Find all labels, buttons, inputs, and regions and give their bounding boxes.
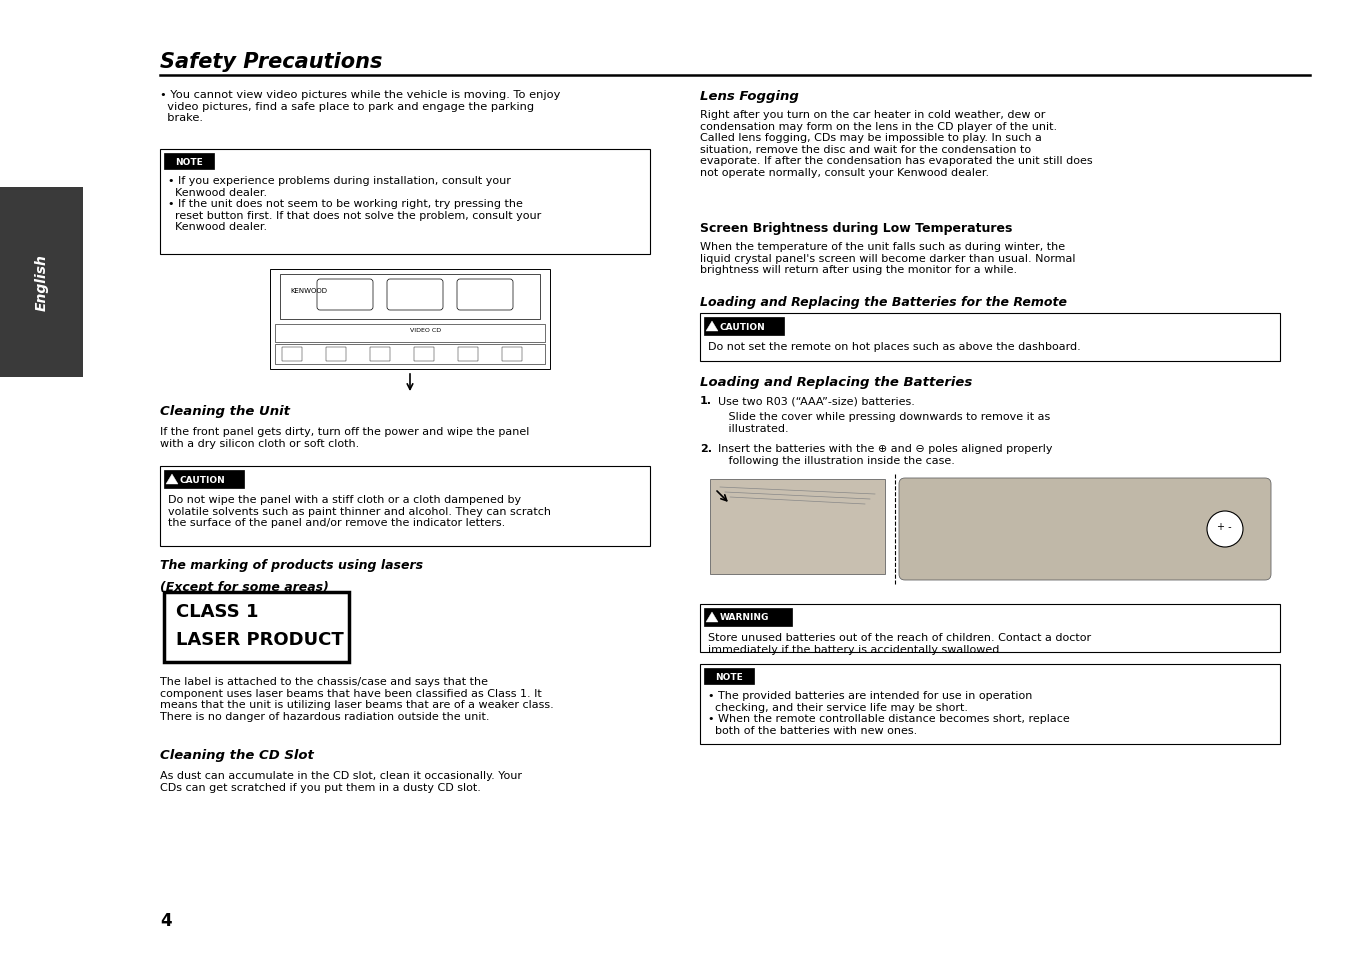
Bar [280,274,540,319]
Text: + -: + - [1217,521,1232,532]
Bar [700,314,1279,361]
Text: • If you experience problems during installation, consult your
  Kenwood dealer.: • If you experience problems during inst… [168,175,542,233]
Polygon shape [707,613,717,622]
Polygon shape [707,322,717,332]
Text: NOTE: NOTE [715,672,743,680]
Text: The marking of products using lasers: The marking of products using lasers [159,558,423,572]
Bar [276,345,544,365]
Bar [704,608,792,626]
Polygon shape [166,475,178,484]
Text: Insert the batteries with the ⊕ and ⊖ poles aligned properly
   following the il: Insert the batteries with the ⊕ and ⊖ po… [717,443,1052,465]
Text: Store unused batteries out of the reach of children. Contact a doctor
immediatel: Store unused batteries out of the reach … [708,633,1092,654]
FancyBboxPatch shape [386,280,443,311]
Text: CLASS 1: CLASS 1 [176,602,258,620]
Text: KENWOOD: KENWOOD [290,288,327,294]
Bar [370,348,390,361]
Bar [270,270,550,370]
Bar [0,188,82,377]
Text: The label is attached to the chassis/case and says that the
component uses laser: The label is attached to the chassis/cas… [159,677,554,721]
Text: CAUTION: CAUTION [720,322,766,331]
Text: Cleaning the CD Slot: Cleaning the CD Slot [159,748,313,761]
Bar [163,153,213,170]
Text: NOTE: NOTE [176,157,203,167]
Text: Cleaning the Unit: Cleaning the Unit [159,405,290,417]
Text: • The provided batteries are intended for use in operation
  checking, and their: • The provided batteries are intended fo… [708,690,1070,735]
Bar [704,668,754,684]
Text: LASER PRODUCT: LASER PRODUCT [176,630,343,648]
Bar [700,604,1279,652]
Text: 1.: 1. [700,395,712,406]
Text: (Except for some areas): (Except for some areas) [159,580,328,594]
Text: English: English [35,254,49,311]
FancyBboxPatch shape [898,478,1271,580]
Text: CAUTION: CAUTION [180,475,226,484]
Bar [704,317,784,335]
Text: 4: 4 [159,911,172,929]
Circle shape [1206,512,1243,547]
Text: Right after you turn on the car heater in cold weather, dew or
condensation may : Right after you turn on the car heater i… [700,110,1093,178]
Bar [163,471,245,489]
Bar [711,479,885,575]
Text: Do not wipe the panel with a stiff cloth or a cloth dampened by
volatile solvent: Do not wipe the panel with a stiff cloth… [168,495,551,528]
Text: When the temperature of the unit falls such as during winter, the
liquid crystal: When the temperature of the unit falls s… [700,242,1075,274]
Text: VIDEO CD: VIDEO CD [409,328,442,333]
Bar [282,348,303,361]
Text: Use two R03 (“AAA”-size) batteries.: Use two R03 (“AAA”-size) batteries. [717,395,915,406]
Bar [700,664,1279,744]
Bar [163,593,349,662]
Bar [276,325,544,343]
FancyBboxPatch shape [457,280,513,311]
Bar [159,150,650,254]
Text: Slide the cover while pressing downwards to remove it as
   illustrated.: Slide the cover while pressing downwards… [717,412,1050,434]
Text: Screen Brightness during Low Temperatures: Screen Brightness during Low Temperature… [700,222,1012,234]
Bar [503,348,521,361]
Text: Lens Fogging: Lens Fogging [700,90,798,103]
Text: • You cannot view video pictures while the vehicle is moving. To enjoy
  video p: • You cannot view video pictures while t… [159,90,561,123]
Text: WARNING: WARNING [720,613,769,622]
Text: Do not set the remote on hot places such as above the dashboard.: Do not set the remote on hot places such… [708,341,1081,352]
Text: 2.: 2. [700,443,712,454]
Bar [326,348,346,361]
Text: If the front panel gets dirty, turn off the power and wipe the panel
with a dry : If the front panel gets dirty, turn off … [159,427,530,448]
Text: Safety Precautions: Safety Precautions [159,52,382,71]
Bar [159,467,650,546]
Text: Loading and Replacing the Batteries: Loading and Replacing the Batteries [700,375,973,389]
Text: Loading and Replacing the Batteries for the Remote: Loading and Replacing the Batteries for … [700,295,1067,309]
Text: As dust can accumulate in the CD slot, clean it occasionally. Your
CDs can get s: As dust can accumulate in the CD slot, c… [159,770,521,792]
FancyBboxPatch shape [317,280,373,311]
Bar [458,348,478,361]
Bar [413,348,434,361]
